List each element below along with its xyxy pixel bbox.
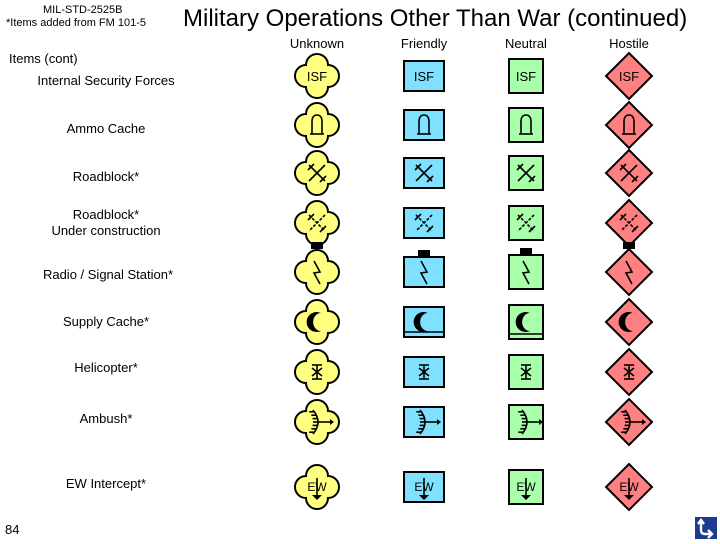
row-label-ambush: Ambush* [79,411,133,426]
ammo-icon-symbol-friendly [403,109,445,141]
roadblock-construction-icon-symbol-hostile [604,198,654,248]
standard-label: MIL-STD-2525B [43,4,123,16]
return-arrow-icon[interactable] [695,517,717,539]
isf-symbol-neutral: ISF [508,58,544,94]
radio-signal-icon-symbol-unknown [294,242,340,295]
column-header-friendly: Friendly [400,36,448,51]
column-header-unknown: Unknown [289,36,345,51]
isf-text: ISF [414,69,434,84]
row-label-roadblock-construction: Roadblock* Under construction [51,207,161,238]
ew-intercept-icon-symbol-hostile: EW [604,462,654,512]
row-label-ammo-cache: Ammo Cache [66,121,146,136]
isf-text: ISF [516,69,536,84]
ambush-icon-symbol-neutral [508,404,544,440]
radio-signal-icon-symbol-neutral [508,248,544,290]
row-label-helicopter: Helicopter* [74,360,138,375]
supply-cache-icon-symbol-hostile [604,297,654,347]
row-label-supply-cache: Supply Cache* [63,314,149,329]
ew-intercept-icon-symbol-neutral: EW [508,469,544,505]
helicopter-icon-symbol-friendly [403,356,445,388]
ew-intercept-icon-symbol-unknown: EW [294,464,340,510]
roadblock-construction-icon-symbol-unknown [294,200,340,246]
ammo-icon-symbol-unknown [294,102,340,148]
isf-text: ISF [307,69,327,84]
row-label-roadblock: Roadblock* [72,169,140,184]
supply-cache-icon-symbol-friendly [403,306,445,338]
ammo-icon-symbol-hostile [604,100,654,150]
radio-signal-icon-symbol-hostile [604,242,654,297]
radio-signal-icon-symbol-friendly [403,250,445,288]
section-label: Items (cont) [9,51,78,66]
row-label-internal-security: Internal Security Forces [37,73,175,88]
ambush-icon-symbol-friendly [403,406,445,438]
roadblock-construction-icon-symbol-neutral [508,205,544,241]
roadblock-construction-icon-symbol-friendly [403,207,445,239]
helicopter-icon-symbol-hostile [604,347,654,397]
isf-text: ISF [619,69,639,84]
isf-symbol-friendly: ISF [403,60,445,92]
roadblock-icon-symbol-hostile [604,148,654,198]
row-label-ew-intercept: EW Intercept* [65,476,147,491]
column-header-neutral: Neutral [505,36,547,51]
column-header-hostile: Hostile [609,36,649,51]
supply-cache-icon-symbol-neutral [508,304,544,340]
row-label-radio-station: Radio / Signal Station* [42,267,174,282]
ambush-icon-symbol-unknown [294,399,340,445]
page-number: 84 [5,522,20,537]
helicopter-icon-symbol-unknown [294,349,340,395]
isf-symbol-hostile: ISF [604,51,654,101]
ammo-icon-symbol-neutral [508,107,544,143]
page-title: Military Operations Other Than War (cont… [183,5,688,32]
roadblock-icon-symbol-friendly [403,157,445,189]
isf-symbol-unknown: ISF [294,53,340,99]
helicopter-icon-symbol-neutral [508,354,544,390]
footnote-label: *Items added from FM 101-5 [6,17,147,29]
ambush-icon-symbol-hostile [604,397,654,447]
roadblock-icon-symbol-unknown [294,150,340,196]
supply-cache-icon-symbol-unknown [294,299,340,345]
roadblock-icon-symbol-neutral [508,155,544,191]
ew-intercept-icon-symbol-friendly: EW [403,471,445,503]
